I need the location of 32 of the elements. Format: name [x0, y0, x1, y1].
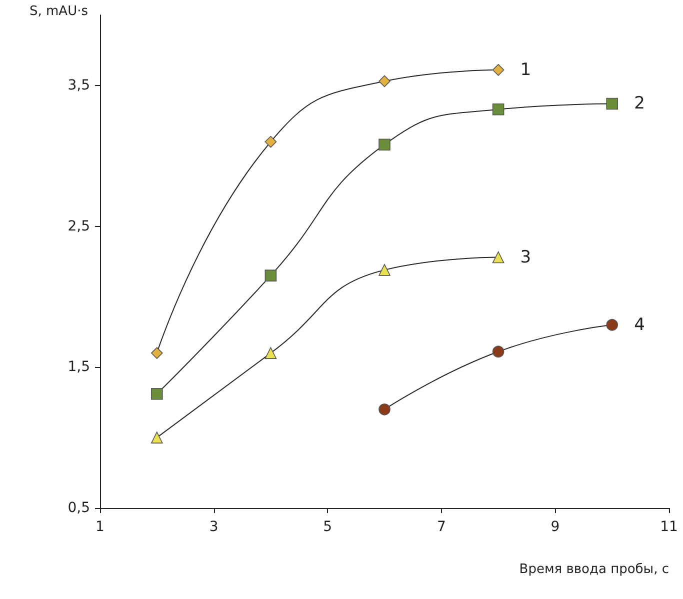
point	[492, 103, 504, 116]
x-tick-label: 9	[550, 519, 560, 535]
point	[378, 264, 390, 276]
series-label: 3	[520, 247, 532, 268]
point	[378, 138, 390, 150]
x-axis-title: Время ввода пробы, с	[519, 562, 669, 577]
x-tick-label: 5	[323, 519, 332, 535]
point	[378, 75, 390, 88]
point	[151, 388, 163, 400]
point	[264, 136, 277, 148]
x-tick-label: 3	[209, 519, 218, 535]
y-tick-label: 3,5	[68, 77, 90, 94]
y-axis-title: S, mAU·s	[30, 4, 88, 19]
x-tick-label: 7	[436, 519, 446, 535]
point	[492, 64, 504, 76]
x-tick-label: 11	[660, 519, 678, 535]
y-tick-label: 0,5	[68, 500, 90, 516]
point	[492, 346, 504, 358]
y-tick-label: 1,5	[68, 359, 90, 376]
series-label: 4	[634, 314, 645, 335]
point	[378, 404, 390, 416]
point	[492, 251, 504, 264]
point	[264, 347, 277, 359]
y-tick-label: 2,5	[68, 218, 90, 234]
x-tick-label: 1	[96, 519, 104, 535]
point	[606, 318, 618, 331]
series-label: 2	[634, 94, 645, 114]
series-label: 1	[520, 60, 532, 80]
point	[606, 98, 618, 110]
point	[151, 347, 163, 359]
point	[151, 432, 163, 444]
point	[264, 270, 277, 282]
